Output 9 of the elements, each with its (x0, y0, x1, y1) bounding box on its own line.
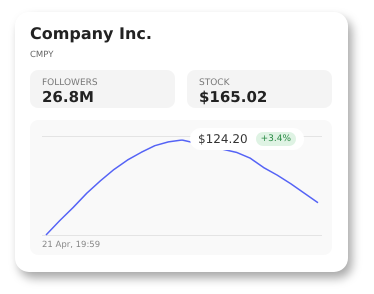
annotation: $124.20 (198, 132, 248, 146)
text: 26.8M (42, 88, 94, 106)
text: Company Inc. (30, 24, 152, 43)
text: STOCK (199, 78, 230, 88)
text: 21 Apr, 19:59 (42, 240, 100, 250)
text: $165.02 (199, 88, 268, 106)
annotation: +3.4% (256, 132, 296, 146)
text: CMPY (30, 50, 54, 60)
text: FOLLOWERS (42, 78, 98, 88)
